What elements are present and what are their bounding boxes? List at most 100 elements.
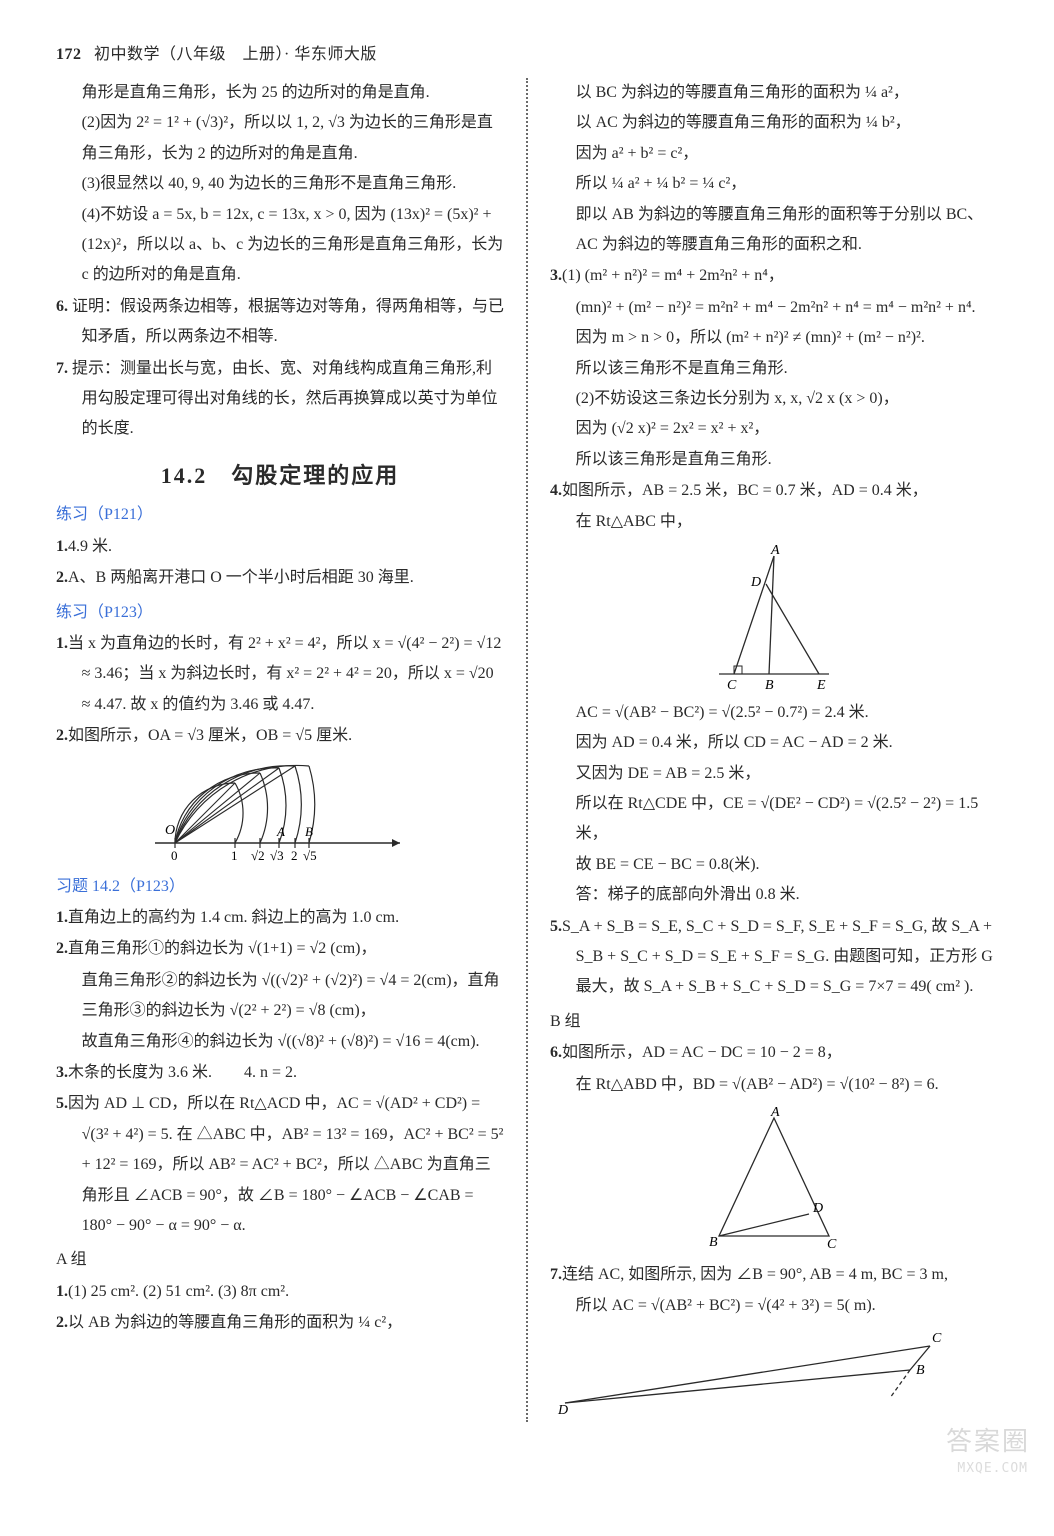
para: 因为 a² + b² = c²， xyxy=(550,139,998,169)
fig-lbl: A xyxy=(770,1106,780,1120)
list-item: 2.如图所示，OA = √3 厘米，OB = √5 厘米. xyxy=(56,721,504,751)
figure-triangle-abd: A B C D xyxy=(689,1106,859,1256)
item-text: 证明：假设两条边相等，根据等边对等角，得两角相等，与已知矛盾，所以两条边不相等. xyxy=(72,298,504,345)
list-item: 1.当 x 为直角边的长时，有 2² + x² = 4²，所以 x = √(4²… xyxy=(56,629,504,720)
fig-lbl: B xyxy=(765,678,774,693)
fig-tick-2: √2 xyxy=(251,848,265,863)
fig-lbl: B xyxy=(709,1235,718,1250)
list-item: 2.直角三角形①的斜边长为 √(1+1) = √2 (cm)， xyxy=(56,934,504,964)
para: 因为 AD = 0.4 米，所以 CD = AC − AD = 2 米. xyxy=(550,728,998,758)
fig-tick-0: 0 xyxy=(171,848,178,863)
item-number: 1. xyxy=(56,1283,68,1300)
right-column: 以 BC 为斜边的等腰直角三角形的面积为 ¼ a²， 以 AC 为斜边的等腰直角… xyxy=(550,78,998,1422)
para: 以 BC 为斜边的等腰直角三角形的面积为 ¼ a²， xyxy=(550,78,998,108)
list-item: 7. 提示：测量出长与宽，由长、宽、对角线构成直角三角形,利用勾股定理可得出对角… xyxy=(56,354,504,445)
item-text: S_A + S_B = S_E, S_C + S_D = S_F, S_E + … xyxy=(562,918,993,996)
header-title: 初中数学（八年级 上册）· 华东师大版 xyxy=(94,46,377,63)
fig-tick-1: 1 xyxy=(231,848,238,863)
para: 即以 AB 为斜边的等腰直角三角形的面积等于分别以 BC、AC 为斜边的等腰直角… xyxy=(550,200,998,261)
fig-lbl: D xyxy=(750,575,761,590)
para: 角形是直角三角形，长为 25 的边所对的角是直角. xyxy=(56,78,504,108)
item-text: 如图所示，AD = AC − DC = 10 − 2 = 8， xyxy=(562,1044,842,1061)
item-number: 3. xyxy=(56,1064,68,1081)
fig-lbl: C xyxy=(827,1237,837,1252)
subsection-label: 练习（P121） xyxy=(56,500,504,530)
list-item: 6.如图所示，AD = AC − DC = 10 − 2 = 8， xyxy=(550,1038,998,1068)
subsection-label: 习题 14.2（P123） xyxy=(56,872,504,902)
para: 答：梯子的底部向外滑出 0.8 米. xyxy=(550,880,998,910)
item-text: 如图所示，OA = √3 厘米，OB = √5 厘米. xyxy=(68,727,352,744)
subsection-label: 练习（P123） xyxy=(56,598,504,628)
para: AC = √(AB² − BC²) = √(2.5² − 0.7²) = 2.4… xyxy=(550,698,998,728)
para: 直角三角形②的斜边长为 √((√2)² + (√2)²) = √4 = 2(cm… xyxy=(56,966,504,1027)
list-item: 6. 证明：假设两条边相等，根据等边对等角，得两角相等，与已知矛盾，所以两条边不… xyxy=(56,292,504,353)
item-number: 6. xyxy=(56,298,68,315)
fig-lbl: A xyxy=(770,544,780,558)
fig-tick-4: 2 xyxy=(291,848,298,863)
item-text: (1) 25 cm². (2) 51 cm². (3) 8π cm². xyxy=(68,1283,289,1300)
item-number: 4. xyxy=(550,482,562,499)
item-text: 如图所示，AB = 2.5 米，BC = 0.7 米，AD = 0.4 米， xyxy=(562,482,928,499)
list-item: 1.(1) 25 cm². (2) 51 cm². (3) 8π cm². xyxy=(56,1277,504,1307)
item-text: (1) (m² + n²)² = m⁴ + 2m²n² + n⁴， xyxy=(562,267,784,284)
figure-triangle-ladder: A D C B E xyxy=(679,544,869,694)
para: 所以该三角形不是直角三角形. xyxy=(550,354,998,384)
running-head: 172 初中数学（八年级 上册）· 华东师大版 xyxy=(56,40,998,64)
list-item: 2.A、B 两船离开港口 O 一个半小时后相距 30 海里. xyxy=(56,563,504,593)
para: (2)不妨设这三条边长分别为 x, x, √2 x (x > 0)， xyxy=(550,384,998,414)
item-number: 1. xyxy=(56,538,68,555)
para: 所以在 Rt△CDE 中，CE = √(DE² − CD²) = √(2.5² … xyxy=(550,789,998,850)
left-column: 角形是直角三角形，长为 25 的边所对的角是直角. (2)因为 2² = 1² … xyxy=(56,78,504,1422)
fig-lbl: C xyxy=(932,1331,942,1346)
para: 以 AC 为斜边的等腰直角三角形的面积为 ¼ b²， xyxy=(550,108,998,138)
para: 因为 m > n > 0，所以 (m² + n²)² ≠ (mn)² + (m²… xyxy=(550,323,998,353)
para: 所以 ¼ a² + ¼ b² = ¼ c²， xyxy=(550,169,998,199)
figure-numberline: O A B 0 1 √2 √3 2 √5 xyxy=(145,758,415,868)
para: 故 BE = CE − BC = 0.8(米). xyxy=(550,850,998,880)
item-text: 直角三角形①的斜边长为 √(1+1) = √2 (cm)， xyxy=(68,940,376,957)
para: (mn)² + (m² − n²)² = m²n² + m⁴ − 2m²n² +… xyxy=(550,293,998,323)
item-number: 7. xyxy=(550,1266,562,1283)
two-column-layout: 角形是直角三角形，长为 25 的边所对的角是直角. (2)因为 2² = 1² … xyxy=(56,78,998,1422)
list-item: 2.以 AB 为斜边的等腰直角三角形的面积为 ¼ c²， xyxy=(56,1308,504,1338)
fig-lbl: E xyxy=(816,678,826,693)
list-item: 4.如图所示，AB = 2.5 米，BC = 0.7 米，AD = 0.4 米， xyxy=(550,476,998,506)
group-a-label: A 组 xyxy=(56,1245,504,1275)
item-number: 3. xyxy=(550,267,562,284)
fig-lbl: D xyxy=(812,1201,823,1216)
para: 在 Rt△ABD 中，BD = √(AB² − AD²) = √(10² − 8… xyxy=(550,1070,998,1100)
item-number: 5. xyxy=(550,918,562,935)
item-text: 当 x 为直角边的长时，有 2² + x² = 4²，所以 x = √(4² −… xyxy=(68,635,501,713)
para: 在 Rt△ABC 中， xyxy=(550,507,998,537)
fig-lbl: B xyxy=(916,1363,925,1378)
para: 因为 (√2 x)² = 2x² = x² + x²， xyxy=(550,414,998,444)
para: 故直角三角形④的斜边长为 √((√8)² + (√8)²) = √16 = 4(… xyxy=(56,1027,504,1057)
para: (3)很显然以 40, 9, 40 为边长的三角形不是直角三角形. xyxy=(56,169,504,199)
fig-label-O: O xyxy=(165,823,175,838)
fig-tick-3: √3 xyxy=(270,848,284,863)
fig-tick-5: √5 xyxy=(303,848,317,863)
item-text: 直角边上的高约为 1.4 cm. 斜边上的高为 1.0 cm. xyxy=(68,909,399,926)
para: 所以 AC = √(AB² + BC²) = √(4² + 3²) = 5( m… xyxy=(550,1291,998,1321)
list-item: 7.连结 AC, 如图所示, 因为 ∠B = 90°, AB = 4 m, BC… xyxy=(550,1260,998,1290)
item-number: 2. xyxy=(56,569,68,586)
list-item: 5.因为 AD ⊥ CD，所以在 Rt△ACD 中，AC = √(AD² + C… xyxy=(56,1089,504,1241)
item-text: 4.9 米. xyxy=(68,538,112,555)
watermark-sub: MXQE.COM xyxy=(957,1461,1028,1476)
item-number: 7. xyxy=(56,360,68,377)
item-number: 1. xyxy=(56,635,68,652)
para: (4)不妨设 a = 5x, b = 12x, c = 13x, x > 0, … xyxy=(56,200,504,291)
fig-lbl: D xyxy=(557,1403,568,1418)
para: 又因为 DE = AB = 2.5 米， xyxy=(550,759,998,789)
page: 172 初中数学（八年级 上册）· 华东师大版 角形是直角三角形，长为 25 的… xyxy=(0,0,1054,1470)
group-b-label: B 组 xyxy=(550,1007,998,1037)
item-number: 2. xyxy=(56,940,68,957)
item-number: 5. xyxy=(56,1095,68,1112)
item-number: 2. xyxy=(56,1314,68,1331)
item-text: 因为 AD ⊥ CD，所以在 Rt△ACD 中，AC = √(AD² + CD²… xyxy=(68,1095,503,1234)
item-text: 木条的长度为 3.6 米. 4. n = 2. xyxy=(68,1064,297,1081)
list-item: 5.S_A + S_B = S_E, S_C + S_D = S_F, S_E … xyxy=(550,912,998,1003)
column-divider xyxy=(526,78,528,1422)
para: 所以该三角形是直角三角形. xyxy=(550,445,998,475)
section-heading: 14.2 勾股定理的应用 xyxy=(56,455,504,497)
